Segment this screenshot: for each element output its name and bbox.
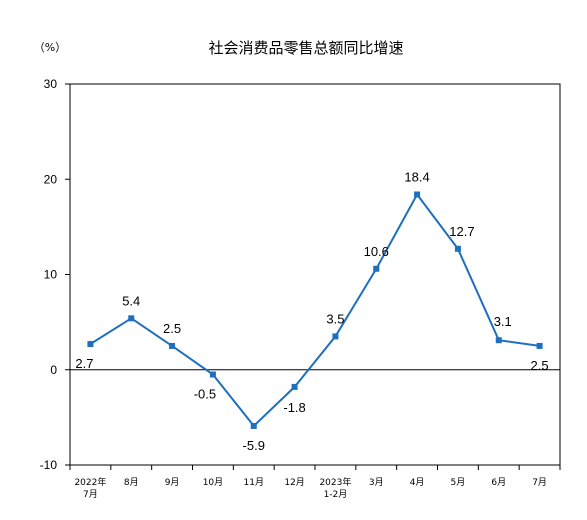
x-tick-label: 12月 — [284, 477, 304, 488]
x-tick-label: 2022年 7月 — [74, 476, 106, 500]
data-label: 2.7 — [75, 356, 93, 371]
data-point — [495, 337, 502, 344]
series-markers — [87, 191, 543, 429]
x-axis: 2022年 7月 8月 9月 10月 11月 12月 2023年 1-2月 3月 4月 5月 6月 7月 — [69, 465, 561, 500]
x-tick-label: 5月 — [451, 477, 466, 488]
data-point — [169, 342, 176, 349]
data-point — [332, 333, 339, 340]
data-label: 18.4 — [404, 169, 429, 184]
plot-area-frame — [69, 83, 561, 466]
data-label: -5.9 — [243, 438, 265, 453]
y-tick-label: 0 — [50, 363, 57, 377]
x-tick-label: 6月 — [491, 477, 506, 488]
chart-title: 社会消费品零售总额同比增速 — [208, 39, 403, 57]
data-label: 5.4 — [122, 293, 140, 308]
data-label: 2.5 — [531, 358, 549, 373]
y-tick-label: 10 — [44, 268, 58, 282]
data-labels: 2.7 5.4 2.5 -0.5 -5.9 -1.8 3.5 10.6 18.4 12.7 3.1 2… — [75, 169, 548, 452]
x-tick-label: 9月 — [165, 477, 180, 488]
data-label: 10.6 — [364, 244, 389, 259]
x-tick-label: 11月 — [244, 477, 264, 488]
y-tick-label: 20 — [44, 172, 58, 186]
series-line — [89, 192, 540, 428]
y-tick-label: -10 — [40, 458, 58, 472]
x-tick-label: 2023年 1-2月 — [319, 476, 351, 500]
y-unit-label: （%） — [34, 41, 66, 54]
x-tick-label: 8月 — [124, 477, 139, 488]
data-label: -0.5 — [194, 387, 216, 402]
x-tick-label: 10月 — [203, 477, 223, 488]
x-tick-label: 7月 — [532, 477, 547, 488]
data-point — [414, 191, 421, 198]
data-point — [250, 422, 257, 429]
data-point — [87, 341, 94, 348]
data-label: 12.7 — [449, 224, 474, 239]
data-point — [291, 383, 298, 390]
x-tick-label: 3月 — [369, 477, 384, 488]
data-label: -1.8 — [283, 400, 305, 415]
data-point — [373, 265, 380, 272]
y-axis: -10 0 10 20 30 — [40, 77, 70, 472]
y-tick-label: 30 — [44, 77, 58, 91]
data-point — [209, 371, 216, 378]
data-label: 2.5 — [163, 321, 181, 336]
x-tick-label: 4月 — [410, 477, 425, 488]
data-point — [128, 315, 135, 322]
data-label: 3.1 — [494, 314, 512, 329]
data-point — [536, 342, 543, 349]
data-label: 3.5 — [326, 311, 344, 326]
data-point — [454, 245, 461, 252]
